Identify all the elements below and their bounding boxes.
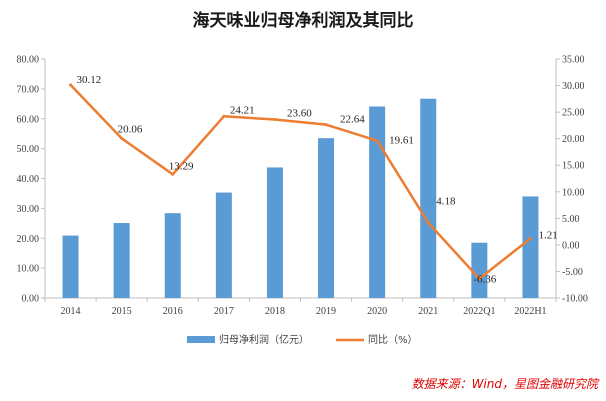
line-point — [324, 123, 328, 127]
bar — [522, 196, 539, 298]
bar — [471, 242, 488, 298]
left-axis-tick-label: 20.00 — [17, 234, 40, 245]
legend: 归母净利润（亿元） 同比（%） — [187, 333, 418, 346]
left-axis-tick-label: 80.00 — [17, 55, 40, 66]
x-axis: 2014 2015 2016 2017 2018 2019 2020 2021 2022Q1 20… — [44, 297, 557, 317]
line-data-labels: 30.12 20.06 13.29 24.21 23.60 22.64 19.61 4.18 -… — [77, 74, 558, 286]
line-point — [426, 221, 430, 225]
line-point — [477, 277, 481, 281]
line-data-label: 23.60 — [287, 108, 312, 120]
legend-line-label: 同比（%） — [368, 334, 418, 346]
line-point — [171, 172, 175, 176]
left-axis-tick-label: 30.00 — [17, 204, 40, 215]
line-data-label: 4.18 — [436, 196, 456, 208]
x-axis-tick-label: 2022Q1 — [463, 306, 495, 317]
left-axis-tick-label: 50.00 — [17, 144, 40, 155]
legend-bar-label: 归母净利润（亿元） — [219, 333, 309, 346]
line-series-path — [69, 83, 532, 280]
line-data-label: 1.21 — [538, 229, 557, 241]
line-data-label: -6.36 — [473, 274, 496, 286]
line-point — [273, 118, 277, 122]
right-axis-tick-label: 0.00 — [562, 240, 580, 251]
right-axis-tick-label: 5.00 — [562, 214, 580, 225]
left-axis-tick-label: 10.00 — [17, 264, 40, 275]
right-y-axis: -10.00 -5.00 0.00 5.00 10.00 15.00 20.00 25.00 3… — [555, 55, 588, 305]
x-axis-tick-label: 2020 — [367, 306, 387, 317]
bar — [318, 138, 335, 298]
line-data-label: 19.61 — [389, 135, 414, 147]
bar — [266, 167, 283, 298]
line-data-label: 22.64 — [340, 114, 365, 126]
line-point — [69, 83, 73, 87]
x-axis-tick-label: 2018 — [265, 306, 285, 317]
line-point — [222, 114, 226, 118]
legend-bar-swatch — [187, 336, 215, 343]
left-axis-tick-label: 60.00 — [17, 114, 40, 125]
line-point — [375, 139, 379, 143]
line-point — [120, 136, 124, 140]
bar — [164, 213, 181, 298]
line-point — [528, 236, 532, 240]
right-axis-tick-label: 20.00 — [562, 134, 585, 145]
right-axis-tick-label: 30.00 — [562, 81, 585, 92]
chart-title: 海天味业归母净利润及其同比 — [193, 10, 414, 31]
bar-series — [62, 98, 539, 298]
right-axis-tick-label: 25.00 — [562, 108, 585, 119]
right-axis-tick-label: 15.00 — [562, 161, 585, 172]
bar — [113, 223, 130, 298]
right-axis-tick-label: 35.00 — [562, 55, 585, 66]
line-series — [69, 83, 532, 281]
left-axis-tick-label: 40.00 — [17, 174, 40, 185]
x-axis-tick-label: 2016 — [163, 306, 183, 317]
data-source-note: 数据来源：Wind，星图金融研究院 — [412, 377, 600, 391]
line-data-label: 20.06 — [118, 123, 143, 135]
line-data-label: 24.21 — [230, 104, 255, 116]
x-axis-tick-label: 2021 — [418, 306, 438, 317]
left-axis-tick-label: 70.00 — [17, 84, 40, 95]
right-axis-tick-label: -5.00 — [562, 267, 583, 278]
left-axis-tick-label: 0.00 — [22, 294, 40, 305]
bar — [420, 98, 437, 298]
right-axis-tick-label: -10.00 — [562, 294, 588, 305]
bar — [369, 106, 386, 298]
bar — [62, 235, 79, 298]
x-axis-tick-label: 2019 — [316, 306, 336, 317]
x-axis-tick-label: 2014 — [61, 306, 81, 317]
x-axis-tick-label: 2022H1 — [514, 306, 546, 317]
right-axis-tick-label: 10.00 — [562, 187, 585, 198]
bar — [215, 192, 232, 298]
left-y-axis: 0.00 10.00 20.00 30.00 40.00 50.00 60.00 70.00 8… — [17, 55, 46, 305]
x-axis-tick-label: 2017 — [214, 306, 234, 317]
line-data-label: 30.12 — [77, 74, 102, 86]
line-data-label: 13.29 — [169, 160, 194, 172]
x-axis-tick-label: 2015 — [112, 306, 132, 317]
